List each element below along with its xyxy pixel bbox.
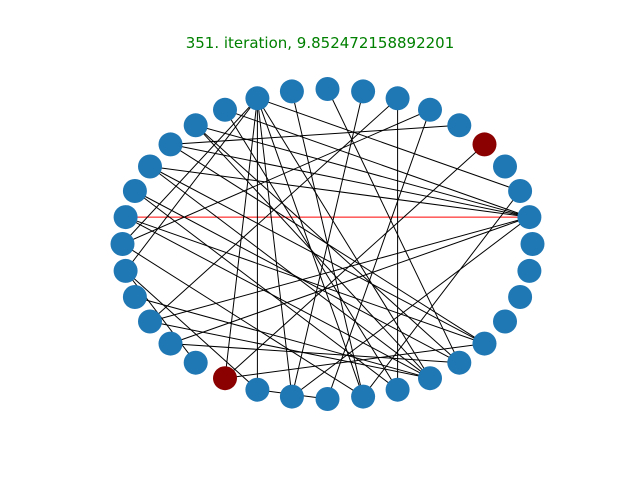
graph-node xyxy=(385,377,410,402)
graph-node xyxy=(508,179,533,203)
graph-node xyxy=(517,205,542,230)
graph-node xyxy=(315,387,340,411)
graph-edge xyxy=(327,88,460,363)
graph-edge xyxy=(257,97,521,192)
graph-edge xyxy=(149,166,431,379)
graph-edge xyxy=(224,109,530,218)
graph-edge xyxy=(256,98,431,379)
graph-edge xyxy=(224,98,258,379)
graph-edge xyxy=(170,216,530,345)
graph-node xyxy=(493,154,517,179)
graph-node xyxy=(508,285,533,309)
graph-edge xyxy=(195,124,431,379)
graph-node xyxy=(122,285,147,309)
graph-edge xyxy=(125,216,431,379)
graph-node xyxy=(385,86,410,111)
graph-edge xyxy=(327,109,431,400)
graph-node xyxy=(138,309,162,334)
graph-edge xyxy=(149,166,485,345)
graph-edge xyxy=(122,243,364,398)
graph-edge xyxy=(149,321,431,379)
graph-edge xyxy=(134,190,460,364)
graph-edge xyxy=(122,97,258,245)
graph-node xyxy=(245,377,270,402)
graph-edge xyxy=(362,190,521,397)
graph-node xyxy=(315,77,340,101)
graph-edge xyxy=(256,98,293,397)
graph-node xyxy=(158,132,183,157)
graph-node xyxy=(122,179,147,203)
graph-node xyxy=(110,232,135,256)
graph-node xyxy=(158,331,183,356)
graph-edge xyxy=(149,216,530,322)
graph-node xyxy=(113,258,138,283)
graph-node xyxy=(138,154,162,179)
graph-node-highlighted xyxy=(213,366,237,391)
graph-node xyxy=(183,350,208,375)
graph-node xyxy=(517,258,542,283)
graph-node xyxy=(520,232,545,256)
graph-edge xyxy=(125,216,485,345)
figure-title: 351. iteration, 9.852472158892201 xyxy=(185,34,455,52)
graph-edge xyxy=(134,190,398,391)
graph-node xyxy=(418,97,442,122)
graph-node xyxy=(113,205,138,230)
graph-node xyxy=(493,309,517,334)
graph-node xyxy=(418,366,442,391)
graph-node xyxy=(279,384,304,409)
graph-edge xyxy=(122,109,431,245)
nodes-group xyxy=(110,77,545,411)
graph-edge xyxy=(170,343,460,364)
edges-group xyxy=(122,88,530,400)
graph-edge xyxy=(170,143,485,345)
graph-node xyxy=(351,384,376,409)
graph-node xyxy=(245,86,270,111)
graph-edge xyxy=(195,124,530,218)
graph-node xyxy=(279,79,304,104)
graph-edge xyxy=(170,124,460,145)
graph-edge xyxy=(291,216,530,397)
graph-node-highlighted xyxy=(472,132,497,157)
graph-edge xyxy=(134,296,431,379)
graph-node xyxy=(351,79,376,104)
graph-node xyxy=(447,350,472,375)
graph-node xyxy=(183,113,208,138)
graph-node xyxy=(472,331,497,356)
graph-node xyxy=(213,97,237,122)
graph-node xyxy=(447,113,472,138)
graph-edge xyxy=(224,343,485,379)
